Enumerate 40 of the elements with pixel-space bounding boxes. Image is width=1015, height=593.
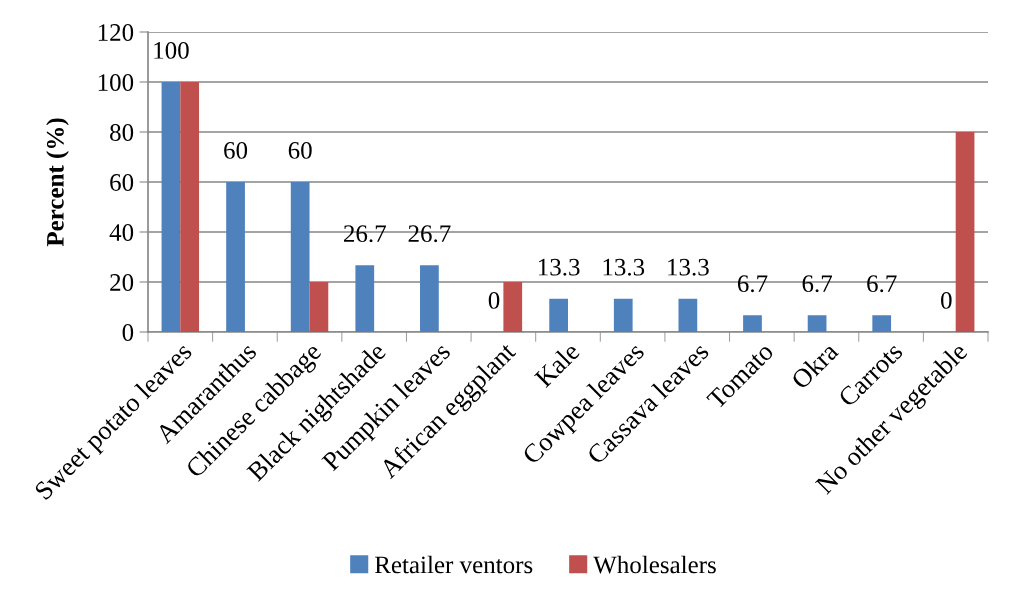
data-label: 26.7 (408, 225, 451, 243)
bar (613, 298, 633, 332)
data-label: 6.7 (802, 275, 832, 293)
data-label: 0 (941, 292, 952, 309)
y-tick-label: 40 (109, 224, 134, 241)
x-tick-label: Kale (533, 340, 581, 389)
bar (955, 132, 975, 332)
data-label: 60 (288, 142, 312, 159)
y-tick-label: 0 (122, 324, 134, 341)
bar (420, 265, 439, 332)
bar (503, 282, 523, 332)
data-label: 13.3 (603, 258, 645, 276)
data-label: 6.7 (867, 275, 897, 293)
bar (180, 82, 200, 332)
legend-label: Retailer ventors (374, 555, 533, 574)
data-label: 0 (488, 292, 500, 309)
data-label: 13.3 (538, 258, 580, 276)
y-tick-label: 20 (110, 274, 134, 291)
bar (549, 298, 568, 332)
data-label: 13.3 (668, 258, 709, 276)
bar (743, 315, 762, 332)
data-label: 60 (224, 142, 248, 159)
data-label: 26.7 (344, 225, 386, 243)
bar (678, 298, 698, 332)
y-tick-label: 60 (110, 174, 134, 191)
data-label: 100 (154, 42, 189, 59)
x-tick-label: Okra (789, 340, 840, 390)
y-tick-label: 80 (110, 124, 134, 141)
bar (355, 265, 375, 332)
bar (309, 282, 329, 332)
bar (161, 82, 181, 332)
legend-label: Wholesalers (593, 555, 716, 574)
bar (872, 315, 892, 332)
bar (226, 182, 245, 332)
data-label: 6.7 (737, 275, 768, 293)
y-axis-title: Percent (%) (46, 118, 69, 247)
bar (807, 315, 827, 332)
bar (290, 182, 310, 332)
y-tick-label: 100 (98, 74, 134, 91)
y-tick-label: 120 (98, 24, 134, 41)
